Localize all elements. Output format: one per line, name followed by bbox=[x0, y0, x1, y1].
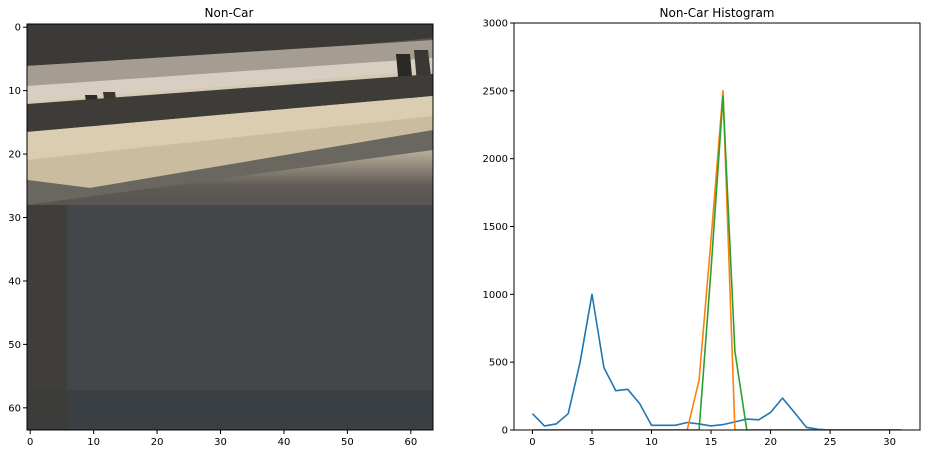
image-y-tick-label: 40 bbox=[8, 276, 21, 287]
image-y-tick-label: 30 bbox=[8, 213, 21, 224]
histogram-x-tick-label: 10 bbox=[645, 437, 658, 448]
histogram-x-tick-label: 0 bbox=[529, 437, 535, 448]
image-x-tick-label: 50 bbox=[341, 437, 354, 448]
histogram-x-tick-label: 20 bbox=[764, 437, 777, 448]
image-panel: Non-Car bbox=[8, 6, 434, 448]
histogram-ticks: 0 5 10 15 20 25 30 0 500 1000 1500 2000 2500 3000 bbox=[483, 19, 896, 449]
histogram-x-tick-label: 25 bbox=[824, 437, 837, 448]
image-y-tick-label: 50 bbox=[8, 340, 21, 351]
histogram-panel: Non-Car Histogram 0 5 10 15 20 25 30 0 500 1000 15… bbox=[483, 6, 921, 449]
histogram-y-tick-label: 2000 bbox=[483, 154, 508, 165]
image-y-tick-label: 10 bbox=[8, 86, 21, 97]
image-x-tick-label: 60 bbox=[404, 437, 417, 448]
histogram-y-tick-label: 500 bbox=[489, 358, 508, 369]
histogram-y-tick-label: 3000 bbox=[483, 19, 508, 30]
image-x-tick-label: 40 bbox=[278, 437, 291, 448]
image-x-tick-label: 30 bbox=[214, 437, 227, 448]
image-ticks: 0 10 20 30 40 50 60 0 10 20 30 40 50 60 bbox=[8, 23, 417, 448]
image-x-tick-label: 0 bbox=[27, 437, 33, 448]
image-title: Non-Car bbox=[205, 6, 254, 20]
histogram-series-line bbox=[532, 95, 902, 430]
histogram-y-tick-label: 0 bbox=[502, 426, 508, 437]
histogram-y-tick-label: 1000 bbox=[483, 290, 508, 301]
image-x-tick-label: 20 bbox=[151, 437, 164, 448]
histogram-y-tick-label: 2500 bbox=[483, 86, 508, 97]
histogram-x-tick-label: 5 bbox=[589, 437, 595, 448]
image-y-tick-label: 60 bbox=[8, 403, 21, 414]
image-x-tick-label: 10 bbox=[87, 437, 100, 448]
road-image bbox=[27, 24, 433, 430]
histogram-axes-frame bbox=[513, 22, 921, 431]
histogram-lines bbox=[531, 90, 902, 430]
histogram-y-tick-label: 1500 bbox=[483, 222, 508, 233]
histogram-series-line bbox=[531, 293, 902, 430]
histogram-x-tick-label: 30 bbox=[883, 437, 896, 448]
histogram-title: Non-Car Histogram bbox=[660, 6, 775, 20]
histogram-x-tick-label: 15 bbox=[705, 437, 718, 448]
histogram-series-line bbox=[532, 90, 902, 430]
image-y-tick-label: 20 bbox=[8, 150, 21, 161]
image-axes-frame bbox=[26, 23, 434, 431]
image-y-tick-label: 0 bbox=[15, 23, 21, 34]
